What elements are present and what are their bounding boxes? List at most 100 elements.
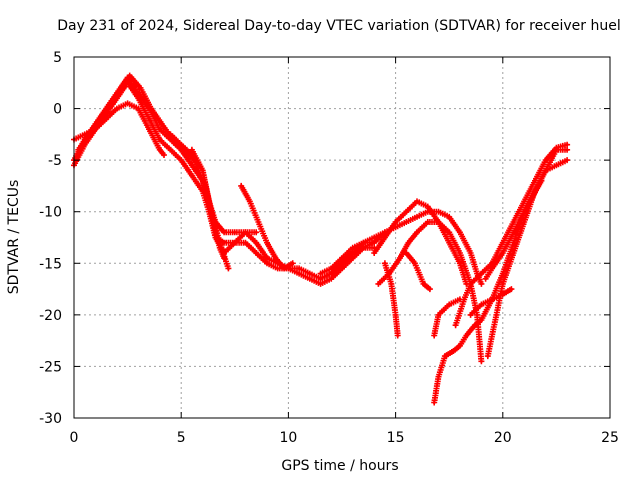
data-point	[428, 287, 432, 291]
series-track-8	[371, 198, 470, 287]
data-point	[138, 86, 142, 90]
data-point	[544, 158, 548, 162]
series-track-10	[381, 260, 401, 339]
data-point	[308, 272, 312, 276]
data-point	[329, 272, 333, 276]
data-point	[233, 230, 237, 234]
data-point	[404, 210, 408, 214]
data-point	[436, 313, 440, 317]
data-point	[168, 132, 172, 136]
data-point	[222, 256, 226, 260]
data-point	[162, 153, 166, 157]
data-point	[426, 220, 430, 224]
data-point	[239, 184, 243, 188]
series-markers	[482, 177, 545, 282]
data-point	[128, 74, 132, 78]
data-point	[406, 241, 410, 245]
data-point	[218, 246, 222, 250]
data-point	[372, 241, 376, 245]
x-tick-label: 5	[177, 430, 186, 446]
data-point	[458, 230, 462, 234]
data-point	[340, 256, 344, 260]
data-point	[222, 230, 226, 234]
data-point	[436, 210, 440, 214]
data-point	[454, 323, 458, 327]
y-tick-label: -10	[39, 205, 62, 221]
data-point	[501, 282, 505, 286]
data-point	[351, 251, 355, 255]
data-point	[297, 272, 301, 276]
data-point	[494, 313, 498, 317]
data-point	[432, 401, 436, 405]
data-point	[479, 303, 483, 307]
data-point	[297, 266, 301, 270]
data-point	[447, 241, 451, 245]
data-point	[376, 282, 380, 286]
data-point	[522, 220, 526, 224]
data-point	[415, 230, 419, 234]
data-point	[282, 266, 286, 270]
data-point	[119, 86, 123, 90]
data-point	[458, 251, 462, 255]
data-point	[98, 117, 102, 121]
data-point	[265, 256, 269, 260]
x-tick-label: 0	[70, 430, 79, 446]
data-point	[512, 251, 516, 255]
data-point	[432, 333, 436, 337]
data-point	[222, 241, 226, 245]
y-axis-label: SDTVAR / TECUs	[6, 180, 22, 295]
y-tick-label: -15	[39, 256, 62, 272]
data-point	[447, 230, 451, 234]
data-point	[136, 96, 140, 100]
data-point	[158, 138, 162, 142]
data-point	[179, 158, 183, 162]
data-point	[464, 333, 468, 337]
data-point	[276, 266, 280, 270]
series-track-11	[403, 250, 433, 293]
data-point	[254, 241, 258, 245]
series-track-17	[482, 177, 545, 282]
data-point	[136, 107, 140, 111]
data-point	[244, 230, 248, 234]
data-point	[160, 122, 164, 126]
data-point	[179, 143, 183, 147]
series-track-3	[75, 72, 232, 272]
data-point	[115, 107, 119, 111]
data-point	[565, 148, 569, 152]
data-point	[372, 236, 376, 239]
x-tick-label: 15	[387, 430, 405, 446]
data-point	[126, 101, 130, 105]
data-point	[361, 246, 365, 250]
data-point	[398, 256, 402, 260]
data-point	[544, 168, 548, 172]
data-point	[254, 251, 258, 255]
data-point	[211, 220, 215, 224]
data-point	[319, 272, 323, 276]
y-tick-labels: 5 0 -5 -10 -15 -20 -25 -30	[39, 50, 62, 427]
data-point	[190, 163, 194, 167]
data-point	[265, 241, 269, 245]
data-point	[361, 241, 365, 245]
data-point	[531, 194, 535, 198]
data-point	[486, 354, 490, 358]
data-point	[522, 199, 526, 203]
data-point	[451, 349, 455, 353]
data-point	[554, 146, 558, 150]
data-point	[479, 318, 483, 322]
series-markers	[317, 208, 485, 287]
data-point	[256, 220, 260, 224]
data-point	[509, 287, 513, 291]
x-tick-label: 25	[601, 430, 619, 446]
data-point	[248, 199, 252, 203]
data-point	[436, 375, 440, 379]
data-point	[244, 241, 248, 245]
data-point	[308, 277, 312, 281]
series-track-15	[467, 286, 515, 318]
data-point	[462, 297, 466, 301]
series-track-14	[452, 141, 571, 329]
data-point	[533, 179, 537, 183]
data-point	[469, 313, 473, 317]
y-tick-label: 5	[53, 50, 62, 66]
data-point	[104, 117, 108, 121]
series-markers	[403, 250, 433, 293]
